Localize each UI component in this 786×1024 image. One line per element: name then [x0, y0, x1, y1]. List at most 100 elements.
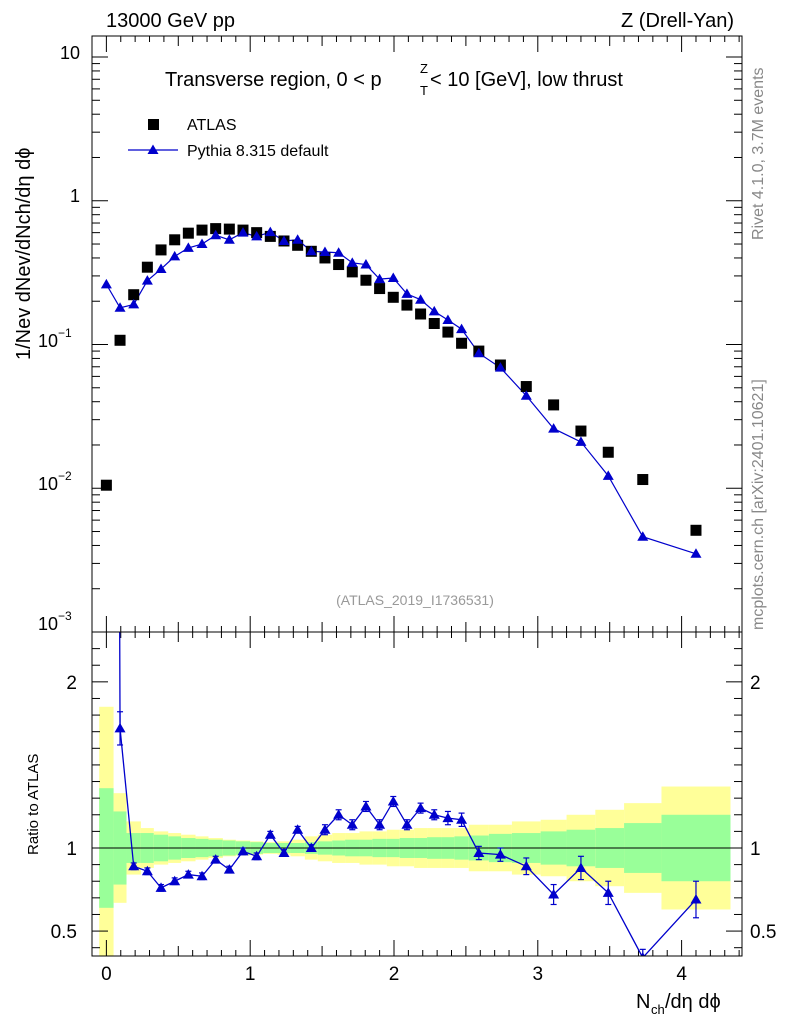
title-sup: Z [420, 61, 428, 76]
main-y-axis-label: 1/Nev dNev/dNch/dη dϕ [13, 148, 35, 360]
atlas-point [333, 259, 345, 271]
ratio-point [640, 952, 645, 956]
atlas-point [575, 425, 587, 437]
mc-point [141, 275, 153, 285]
ratio-point [690, 894, 702, 904]
svg-text:/dη dϕ: /dη dϕ [665, 991, 721, 1013]
ratio-frame [91, 631, 743, 957]
ratio-point [473, 847, 485, 857]
mc-point [637, 531, 649, 541]
main-title: Transverse region, 0 < p Z T < 10 [GeV],… [165, 61, 623, 98]
ratio-point [442, 812, 454, 823]
svg-text:N: N [636, 991, 650, 1013]
atlas-point [128, 289, 140, 301]
mc-point [575, 436, 587, 446]
legend: ATLAS Pythia 8.315 default [128, 117, 329, 160]
mc-point [374, 273, 386, 284]
ratio-point [401, 819, 413, 829]
atlas-point [374, 283, 386, 295]
mc-point [251, 230, 263, 241]
mc-point [456, 323, 468, 334]
mc-point [223, 234, 235, 244]
atlas-point [360, 274, 372, 286]
atlas-point [169, 234, 181, 246]
mc-point [428, 305, 440, 316]
ratio-y-tick-label: 1 [66, 839, 77, 860]
ratio-point [292, 824, 304, 834]
y-tick-label-0.001: 10 −3 [38, 609, 72, 634]
x-axis-label: N ch /dη dϕ [636, 991, 721, 1017]
mc-point [278, 235, 290, 245]
title-sub: T [420, 83, 428, 98]
atlas-point [346, 266, 358, 278]
ratio-point [548, 889, 560, 899]
ratio-point [333, 809, 345, 819]
svg-text:ch: ch [651, 1002, 665, 1017]
ratio-y-tick-label-right: 0.5 [750, 922, 776, 943]
atlas-point [196, 224, 208, 236]
mc-point [602, 470, 614, 480]
atlas-point [292, 239, 304, 251]
atlas-point [602, 446, 614, 458]
atlas-point [690, 524, 702, 536]
mc-point [494, 362, 506, 372]
atlas-point [141, 261, 153, 273]
ratio-axis-ticks [92, 631, 742, 956]
ratio-point [360, 800, 372, 811]
mc-point [346, 257, 358, 267]
x-tick-label: 3 [533, 964, 544, 985]
y-tick-label-1: 1 [70, 186, 80, 206]
ratio-y-tick-label-right: 2 [750, 673, 761, 694]
mc-point [100, 278, 112, 289]
mc-point [473, 347, 485, 358]
ratio-y-tick-label: 2 [66, 673, 77, 694]
legend-mc-label: Pythia 8.315 default [187, 143, 329, 160]
atlas-point [415, 308, 427, 320]
atlas-point [387, 291, 399, 303]
mc-line [105, 231, 697, 555]
svg-text:−3: −3 [58, 609, 72, 623]
ratio-point [374, 819, 386, 829]
ratio-point [169, 875, 181, 886]
main-y-tick-labels: 10 1 10 −1 10 −2 10 −3 [38, 43, 80, 634]
y-tick-label-0.01: 10 −2 [38, 469, 72, 494]
analysis-watermark: (ATLAS_2019_I1736531) [336, 592, 494, 608]
main-series [100, 223, 702, 558]
ratio-panel: 0.5 0.5 1 1 2 2 0 1 2 3 4 Ratio to ATLAS N ch /dη … [25, 631, 776, 1017]
uncertainty-bands [99, 706, 731, 956]
main-axis-ticks [92, 36, 742, 633]
ratio-point [602, 887, 614, 897]
atlas-point [223, 223, 235, 235]
ratio-point [387, 795, 399, 806]
mc-point [360, 259, 372, 269]
legend-atlas-marker [148, 119, 159, 130]
mc-point [690, 548, 702, 558]
ratio-series-group [114, 632, 702, 956]
atlas-point [520, 381, 532, 393]
ratio-point [155, 882, 167, 892]
ratio-y-tick-label: 0.5 [51, 922, 77, 943]
y-tick-label-10: 10 [60, 43, 80, 63]
legend-atlas-label: ATLAS [187, 117, 237, 134]
ratio-point [575, 862, 587, 872]
atlas-point [182, 227, 194, 239]
ratio-point [428, 809, 440, 819]
ratio-point [494, 849, 506, 859]
svg-text:−2: −2 [58, 469, 72, 483]
mc-point [387, 272, 399, 283]
mc-point [305, 245, 317, 256]
ratio-point [278, 847, 290, 857]
process-label: Z (Drell-Yan) [621, 10, 734, 32]
ratio-y-axis-label: Ratio to ATLAS [25, 754, 42, 855]
atlas-point [401, 299, 413, 311]
mc-point [415, 294, 427, 304]
ratio-point [114, 722, 126, 733]
ratio-point [319, 824, 331, 834]
atlas-point [456, 337, 468, 349]
mc-point [319, 246, 331, 257]
mc-point [155, 263, 167, 274]
mc-point [520, 390, 532, 400]
atlas-point [442, 326, 454, 338]
mc-point [548, 423, 560, 433]
mc-point [401, 288, 413, 298]
